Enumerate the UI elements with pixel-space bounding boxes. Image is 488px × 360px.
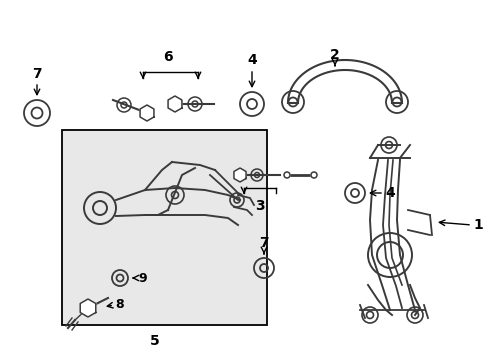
Text: 6: 6 bbox=[163, 50, 172, 64]
Text: 7: 7 bbox=[259, 236, 268, 250]
Text: 9: 9 bbox=[139, 271, 147, 284]
Bar bbox=[62, 130, 266, 325]
Polygon shape bbox=[233, 168, 245, 182]
Text: 7: 7 bbox=[32, 67, 42, 81]
Text: 3: 3 bbox=[255, 199, 264, 213]
Text: 8: 8 bbox=[116, 298, 124, 311]
Text: 2: 2 bbox=[329, 48, 339, 62]
Circle shape bbox=[310, 172, 316, 178]
Polygon shape bbox=[80, 299, 96, 317]
Text: 5: 5 bbox=[150, 334, 160, 348]
Text: 1: 1 bbox=[472, 218, 482, 232]
Text: 4: 4 bbox=[385, 186, 394, 200]
Text: 4: 4 bbox=[246, 53, 256, 67]
Polygon shape bbox=[140, 105, 154, 121]
Polygon shape bbox=[168, 96, 182, 112]
Circle shape bbox=[284, 172, 289, 178]
